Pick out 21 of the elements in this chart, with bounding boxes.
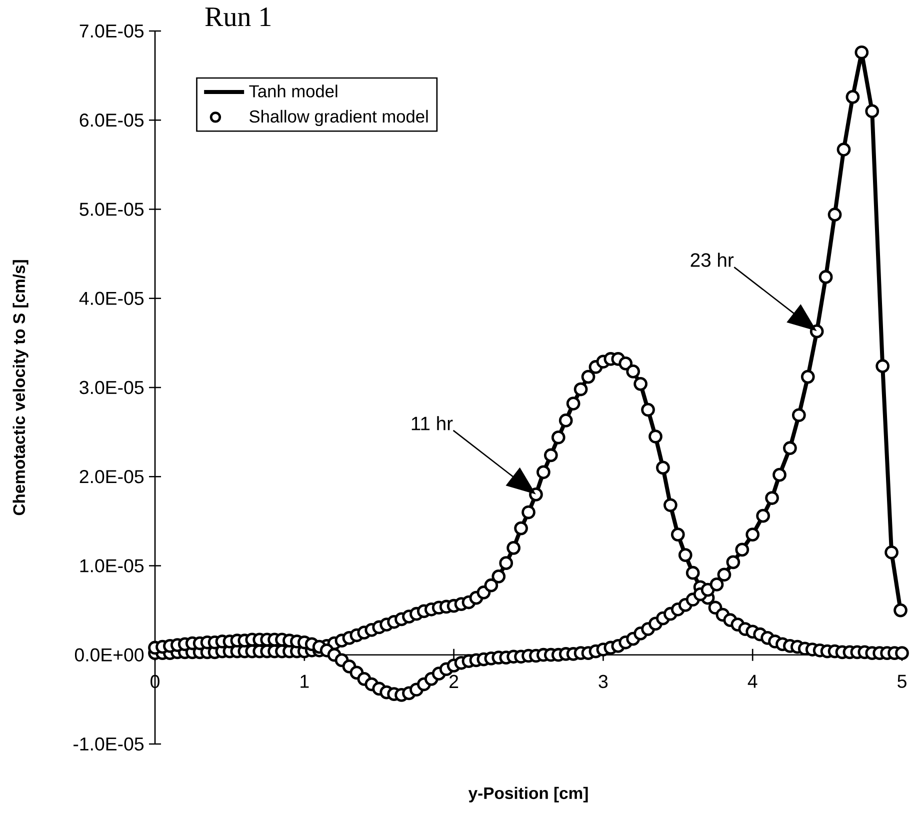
- y-tick-label: 5.0E-05: [80, 202, 144, 216]
- x-axis-title: y-Position [cm]: [468, 786, 588, 802]
- annotation: 11 hr: [412, 416, 453, 430]
- y-tick-label: 2.0E-05: [80, 470, 144, 484]
- y-tick-label: 0.0E+00: [74, 648, 144, 662]
- y-tick-label: -1.0E-05: [74, 737, 144, 751]
- y-tick-label: 7.0E-05: [80, 24, 144, 38]
- y-tick-label: 3.0E-05: [80, 380, 144, 394]
- annotation: 23 hr: [690, 252, 734, 267]
- legend-label: Shallow gradient model: [250, 110, 428, 126]
- x-tick-label: 5: [898, 674, 906, 688]
- x-tick-label: 3: [598, 674, 608, 688]
- x-tick-label: 1: [300, 674, 309, 688]
- x-tick-label: 4: [748, 674, 758, 688]
- y-tick-label: 1.0E-05: [80, 559, 144, 572]
- legend-label: Tanh model: [249, 84, 338, 98]
- y-axis-title: Chemotactic velocity to S [cm/s]: [12, 260, 28, 516]
- chart-title: Run 1: [205, 8, 270, 26]
- y-tick-label: 6.0E-05: [80, 114, 144, 127]
- y-tick-label: 4.0E-05: [79, 292, 144, 305]
- x-tick-label: 2: [450, 674, 458, 688]
